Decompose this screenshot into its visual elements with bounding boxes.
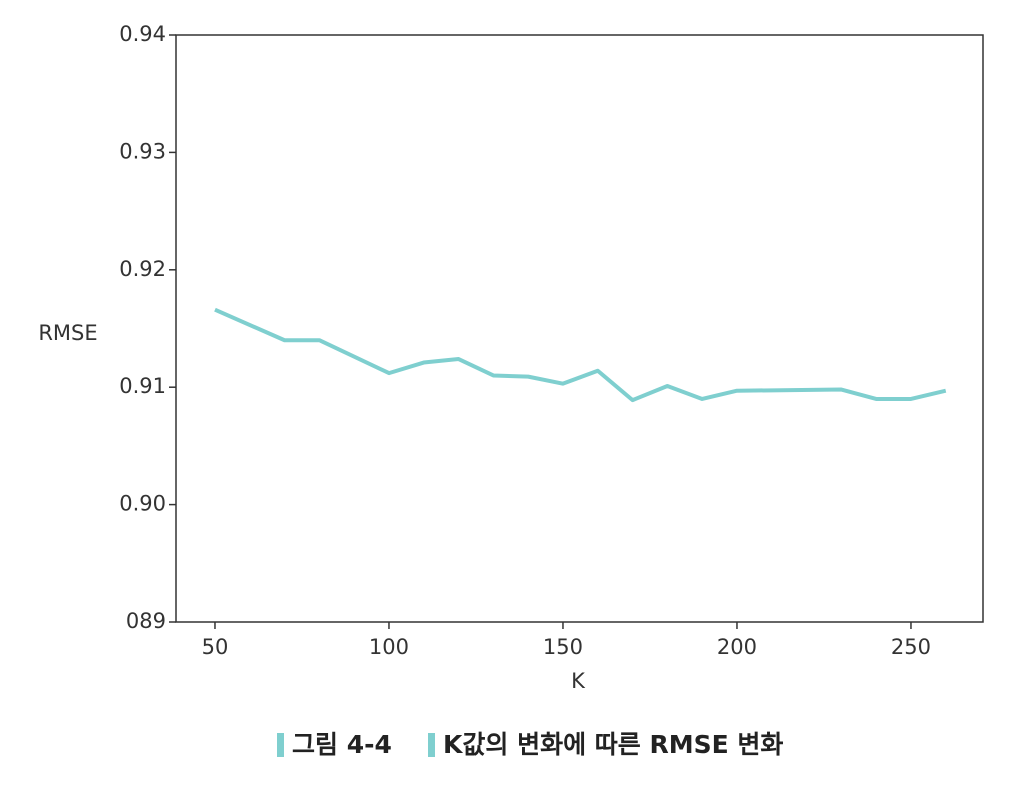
x-axis-label: K bbox=[571, 669, 586, 693]
y-axis-label: RMSE bbox=[38, 321, 97, 345]
y-tick-label: 0.92 bbox=[119, 257, 166, 281]
caption-title: K값의 변화에 따른 RMSE 변화 bbox=[443, 730, 783, 759]
caption-marker bbox=[277, 733, 284, 757]
x-tick-label: 100 bbox=[369, 635, 409, 659]
caption-marker bbox=[428, 733, 435, 757]
y-tick-label: 0.94 bbox=[119, 22, 166, 46]
y-tick-label: 089 bbox=[126, 609, 166, 633]
x-tick-label: 200 bbox=[717, 635, 757, 659]
x-tick-label: 150 bbox=[543, 635, 583, 659]
y-tick-label: 0.90 bbox=[119, 492, 166, 516]
y-tick-label: 0.91 bbox=[119, 374, 166, 398]
data-line bbox=[214, 307, 947, 403]
x-tick-label: 250 bbox=[891, 635, 931, 659]
y-tick-label: 0.93 bbox=[119, 139, 166, 163]
x-tick-label: 50 bbox=[202, 635, 229, 659]
caption-number: 그림 4-4 bbox=[292, 730, 392, 759]
plot-frame bbox=[175, 34, 984, 623]
